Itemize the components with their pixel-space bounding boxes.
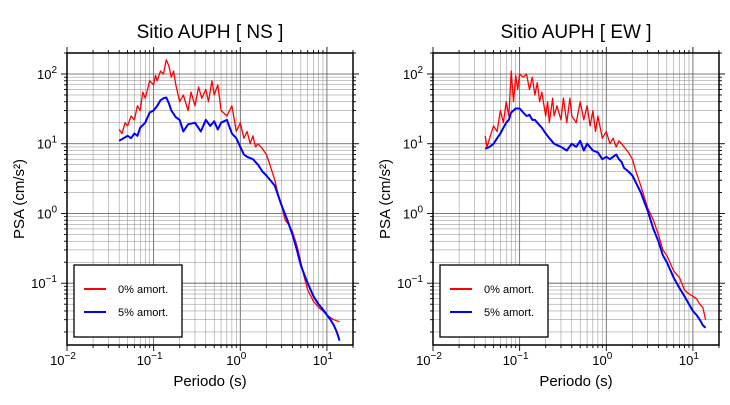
- y-tick-label-exp: 0: [417, 204, 423, 215]
- x-tick-label-base: 10: [503, 353, 517, 368]
- x-tick-label-base: 10: [137, 353, 151, 368]
- x-tick-label: 10−1: [137, 351, 163, 368]
- y-tick-label: 102: [37, 65, 57, 82]
- y-tick-label-base: 10: [31, 276, 45, 291]
- y-tick-label: 102: [403, 65, 423, 82]
- x-tick-label-exp: 1: [327, 351, 333, 362]
- y-tick-label: 101: [37, 135, 57, 152]
- x-tick-label: 101: [679, 351, 699, 368]
- y-tick-label-base: 10: [37, 137, 51, 152]
- x-tick-label: 10−2: [416, 351, 442, 368]
- y-tick-label-base: 10: [403, 67, 417, 82]
- legend-label: 0% amort.: [118, 284, 168, 296]
- legend-box: [439, 264, 549, 338]
- x-tick-label: 10−1: [503, 351, 529, 368]
- plot-frame: [66, 52, 354, 346]
- y-tick-label: 101: [403, 135, 423, 152]
- x-axis-label: Periodo (s): [173, 373, 246, 390]
- y-tick-label-base: 10: [403, 137, 417, 152]
- plot-frame: [432, 52, 720, 346]
- y-tick-label: 10−1: [31, 274, 57, 291]
- x-tick-label-exp: −1: [151, 351, 163, 362]
- x-tick-label: 100: [592, 351, 612, 368]
- x-tick-label-base: 10: [416, 353, 430, 368]
- y-tick-label: 100: [403, 204, 423, 221]
- y-tick-label-exp: −1: [412, 274, 424, 285]
- legend: 0% amort. 5% amort.: [439, 264, 549, 338]
- x-tick-label-base: 10: [50, 353, 64, 368]
- y-tick-label-base: 10: [397, 276, 411, 291]
- x-tick-label-exp: 0: [241, 351, 247, 362]
- y-tick-label-base: 10: [403, 206, 417, 221]
- y-tick-label: 100: [37, 204, 57, 221]
- x-tick-label-exp: −1: [517, 351, 529, 362]
- y-tick-label-base: 10: [37, 206, 51, 221]
- x-tick-label-exp: 1: [693, 351, 699, 362]
- x-tick-label: 101: [313, 351, 333, 368]
- y-tick-label-exp: 0: [51, 204, 57, 215]
- x-tick-label-exp: −2: [65, 351, 77, 362]
- y-tick-label-exp: 1: [51, 135, 57, 146]
- x-tick-label-base: 10: [592, 353, 606, 368]
- x-axis-label: Periodo (s): [539, 373, 612, 390]
- legend: 0% amort. 5% amort.: [73, 264, 183, 338]
- x-tick-label-exp: −2: [431, 351, 443, 362]
- x-tick-label-base: 10: [226, 353, 240, 368]
- series-line-undamped: [484, 70, 707, 320]
- y-tick-label-base: 10: [37, 67, 51, 82]
- legend-label: 5% amort.: [118, 307, 168, 319]
- y-tick-label-exp: −1: [46, 274, 58, 285]
- x-tick-label: 100: [226, 351, 246, 368]
- y-tick-label-exp: 1: [417, 135, 423, 146]
- x-tick-label: 10−2: [50, 351, 76, 368]
- y-axis-label: PSA (cm/s²): [377, 159, 394, 239]
- chart-title: Sitio AUPH [ EW ]: [501, 22, 652, 43]
- x-tick-label-base: 10: [313, 353, 327, 368]
- legend-label: 5% amort.: [484, 307, 534, 319]
- x-tick-label-base: 10: [679, 353, 693, 368]
- legend-label: 0% amort.: [484, 284, 534, 296]
- y-tick-label-exp: 2: [417, 65, 423, 76]
- series-line-damped: [484, 107, 707, 329]
- x-tick-label-exp: 0: [607, 351, 613, 362]
- series-line-damped: [118, 96, 341, 342]
- chart-title: Sitio AUPH [ NS ]: [137, 22, 284, 43]
- y-axis-label: PSA (cm/s²): [11, 159, 28, 239]
- legend-box: [73, 264, 183, 338]
- y-tick-label-exp: 2: [51, 65, 57, 76]
- y-tick-label: 10−1: [397, 274, 423, 291]
